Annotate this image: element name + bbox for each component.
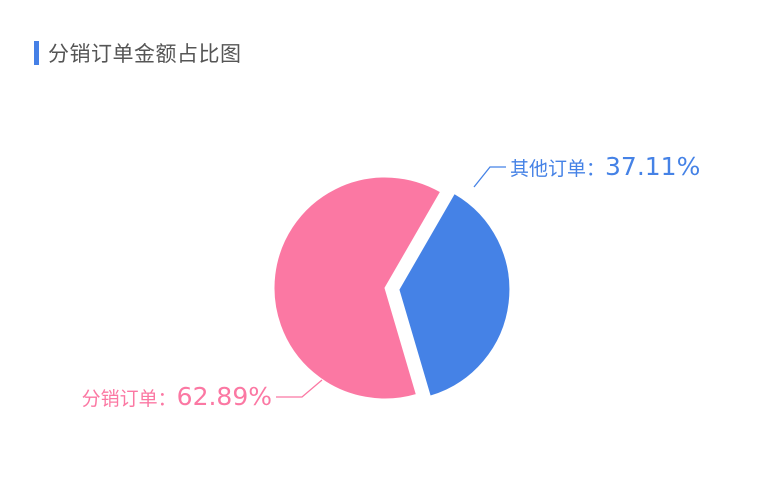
- slice-label: 其他订单：37.11%: [510, 152, 700, 181]
- pie-slice-other-orders[interactable]: [398, 192, 511, 397]
- slice-label-name: 其他订单：: [510, 158, 605, 180]
- slice-label-name: 分销订单：: [82, 388, 177, 410]
- pie-slices: [273, 176, 511, 400]
- label-leader-line: [276, 379, 323, 398]
- chart-header: 分销订单金额占比图: [34, 38, 242, 68]
- slice-label-value: 62.89%: [177, 382, 272, 411]
- label-leader-line: [473, 166, 506, 188]
- pie-labels: 其他订单：37.11% 分销订单：62.89%: [82, 152, 701, 411]
- chart-title: 分销订单金额占比图: [48, 42, 242, 66]
- title-accent-bar: [34, 41, 39, 65]
- pie-slice-distribution-orders[interactable]: [273, 176, 442, 400]
- slice-label: 分销订单：62.89%: [82, 382, 272, 411]
- slice-label-value: 37.11%: [605, 152, 700, 181]
